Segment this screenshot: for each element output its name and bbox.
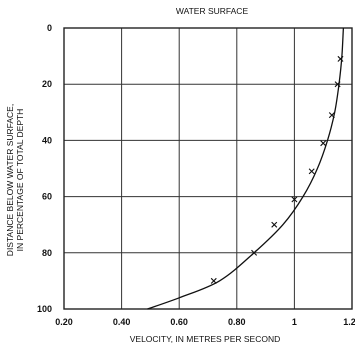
x-tick-label: 0.80: [228, 317, 246, 327]
data-point-marker: [251, 249, 258, 256]
x-tick-label: 0.20: [55, 317, 73, 327]
data-point-marker: [320, 140, 327, 147]
data-point-marker: [271, 221, 278, 228]
y-tick-labels: 0 20 40 60 80 100: [37, 23, 52, 314]
data-point-marker: [308, 168, 315, 175]
y-axis-label-line-2: IN PERCENTAGE OF TOTAL DEPTH: [15, 109, 25, 252]
y-tick-label: 80: [42, 248, 52, 258]
y-tick-label: 40: [42, 135, 52, 145]
x-tick-label: 1.20: [343, 317, 355, 327]
data-point-marker: [291, 196, 298, 203]
data-points: [210, 55, 344, 284]
x-tick-labels: 0.20 0.40 0.60 0.80 1 1.20: [55, 317, 355, 327]
y-axis-label-line-1: DISTANCE BELOW WATER SURFACE,: [5, 104, 15, 256]
grid: [63, 27, 353, 310]
data-point-marker: [210, 277, 217, 284]
data-point-marker: [334, 81, 341, 88]
plot-frame: [63, 27, 353, 310]
x-tick-label: 0.40: [113, 317, 131, 327]
x-tick-label: 0.60: [170, 317, 188, 327]
chart-title: WATER SURFACE: [176, 6, 249, 16]
x-tick-label: 1: [292, 317, 297, 327]
data-point-marker: [328, 112, 335, 119]
y-tick-label: 20: [42, 79, 52, 89]
data-point-marker: [337, 55, 344, 62]
y-tick-label: 0: [47, 23, 52, 33]
x-axis-label: VELOCITY, IN METRES PER SECOND: [130, 334, 281, 344]
y-tick-label: 60: [42, 192, 52, 202]
y-axis-label: DISTANCE BELOW WATER SURFACE, IN PERCENT…: [5, 104, 25, 256]
y-tick-label: 100: [37, 304, 52, 314]
